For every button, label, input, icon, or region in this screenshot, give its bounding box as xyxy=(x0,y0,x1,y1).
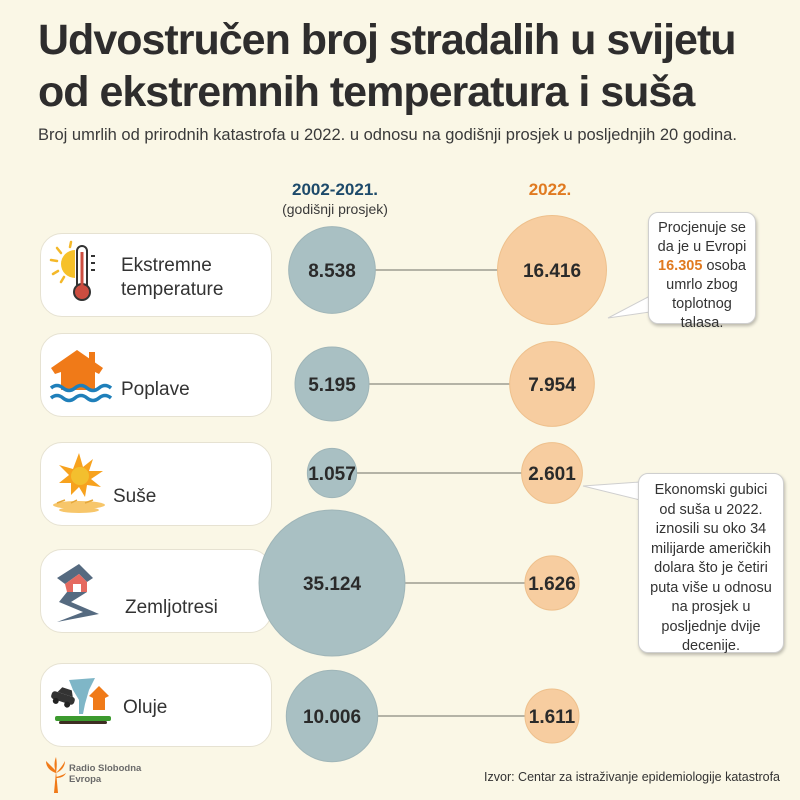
logo-line-1: Radio Slobodna xyxy=(69,763,142,774)
bubble-value-label: 1.057 xyxy=(308,464,356,485)
bubble-average xyxy=(285,669,379,763)
subtitle: Broj umrlih od prirodnih katastrofa u 20… xyxy=(38,126,737,144)
category-card-storms: Oluje xyxy=(40,663,272,747)
bubble-value-label: 5.195 xyxy=(308,375,356,396)
column-year-average: 2002-2021. xyxy=(291,180,379,199)
callout-heat-pointer xyxy=(607,295,651,319)
bubble-value-label: 8.538 xyxy=(308,261,356,282)
column-header-2022: 2022. xyxy=(490,180,610,200)
bubble-2022 xyxy=(524,688,580,744)
page-title: Udvostručen broj stradalih u svijetu od … xyxy=(38,14,778,118)
callout-heat-text-before: Procjenuje se da je u Evropi xyxy=(657,220,747,255)
column-year-2022: 2022. xyxy=(528,180,572,199)
category-label: Zemljotresi xyxy=(125,597,218,618)
bubble-2022 xyxy=(509,341,595,427)
earthquake-icon xyxy=(57,564,99,622)
bubble-2022 xyxy=(521,442,583,504)
bubble-2022 xyxy=(497,215,607,325)
bubble-average xyxy=(294,346,370,422)
category-label: Oluje xyxy=(123,697,168,718)
category-card-extreme-temperatures: Ekstremne temperature xyxy=(40,233,272,317)
category-label: Poplave xyxy=(121,379,190,400)
callout-heat-highlight: 16.305 xyxy=(658,258,703,274)
rse-logo: Radio Slobodna Evropa xyxy=(44,757,164,795)
flooded-house-icon xyxy=(49,350,113,403)
column-header-average: 2002-2021. (godišnji prosjek) xyxy=(260,180,410,217)
category-label-line: temperature xyxy=(121,279,224,300)
bubble-value-label: 1.626 xyxy=(528,574,576,595)
category-label-line: Ekstremne xyxy=(121,255,212,276)
bubble-2022 xyxy=(524,555,580,611)
bubble-value-label: 10.006 xyxy=(303,707,361,728)
column-note-average: (godišnji prosjek) xyxy=(282,201,388,217)
bubble-average xyxy=(288,226,376,314)
title-line-1: Udvostručen broj stradalih u svijetu xyxy=(38,16,737,64)
callout-heat-text-after: osoba umrlo zbog toplotnog talasa. xyxy=(666,258,746,331)
callout-drought-pointer xyxy=(582,481,641,501)
callout-drought-losses: Ekonomski gubici od suša u 2022. iznosil… xyxy=(638,473,784,654)
category-card-droughts: Suše xyxy=(40,442,272,526)
category-card-floods: Poplave xyxy=(40,333,272,417)
bubble-value-label: 7.954 xyxy=(528,375,576,396)
storm-tornado-icon xyxy=(51,678,111,724)
bubble-value-label: 2.601 xyxy=(528,464,576,485)
callout-heat-europe: Procjenuje se da je u Evropi 16.305 osob… xyxy=(648,212,756,331)
rse-logo-mark-icon xyxy=(46,757,66,793)
logo-line-2: Evropa xyxy=(69,774,102,785)
bubble-value-label: 1.611 xyxy=(529,707,576,728)
bubble-average xyxy=(306,447,358,499)
bubble-average xyxy=(258,509,406,657)
category-card-earthquakes: Zemljotresi xyxy=(40,549,272,633)
source-note: Izvor: Centar za istraživanje epidemiolo… xyxy=(484,770,780,784)
callout-drought-text: Ekonomski gubici od suša u 2022. iznosil… xyxy=(650,482,772,654)
category-label: Suše xyxy=(113,486,157,507)
bubble-value-label: 16.416 xyxy=(523,261,581,282)
drought-sun-icon xyxy=(53,453,105,513)
title-line-2: od ekstremnih temperatura i suša xyxy=(38,68,695,116)
thermometer-sun-icon xyxy=(49,240,95,301)
bubble-value-label: 35.124 xyxy=(303,574,362,595)
